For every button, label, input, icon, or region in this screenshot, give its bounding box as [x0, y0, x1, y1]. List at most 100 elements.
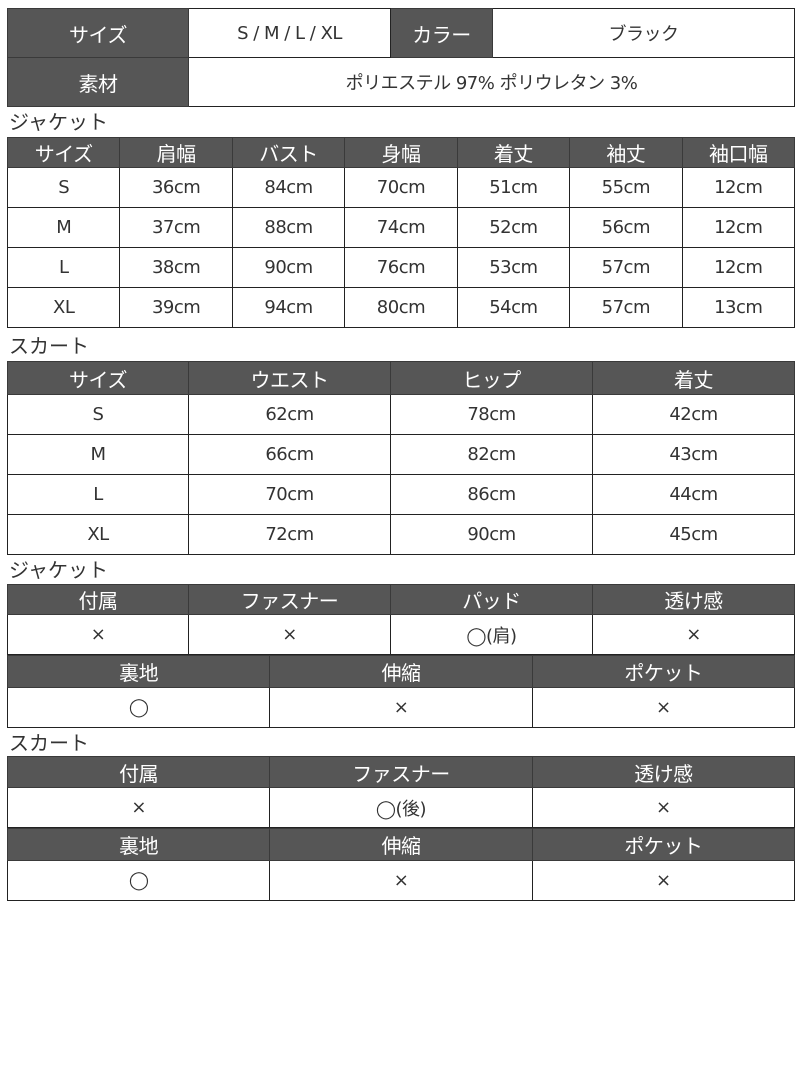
table-cell: S [6, 167, 121, 208]
size-label: サイズ [7, 8, 189, 58]
table-cell: 51cm [456, 167, 571, 208]
jacket-size-table: サイズ 肩幅 バスト 身幅 着丈 袖丈 袖口幅 S 36cm 84cm 70cm 51cm 55cm 12… [6, 137, 796, 328]
column-header: ヒップ [390, 361, 593, 395]
table-cell: L [6, 247, 121, 288]
table-cell: 38cm [119, 247, 233, 288]
table-cell: × [531, 687, 796, 728]
column-header: 伸縮 [269, 655, 533, 688]
column-header: 付属 [7, 584, 189, 615]
column-header: ウエスト [188, 361, 391, 395]
color-value: ブラック [492, 8, 795, 58]
table-row: M 37cm 88cm 74cm 52cm 56cm 12cm [6, 207, 796, 248]
table-row: L 70cm 86cm 44cm [7, 474, 795, 515]
table-cell: ◯(後) [269, 787, 533, 828]
table-cell: 76cm [344, 247, 458, 288]
header-row: 付属 ファスナー 透け感 [6, 756, 796, 788]
material-label: 素材 [7, 57, 189, 107]
table-cell: 54cm [456, 287, 571, 328]
table-cell: S [7, 394, 189, 435]
column-header: バスト [231, 137, 346, 168]
table-cell: 37cm [119, 207, 233, 248]
table-row: XL 72cm 90cm 45cm [7, 514, 795, 555]
table-cell: 53cm [456, 247, 571, 288]
column-header: サイズ [7, 361, 189, 395]
header-row: 裏地 伸縮 ポケット [6, 828, 796, 861]
table-cell: × [269, 687, 533, 728]
table-cell: ◯ [6, 687, 271, 728]
table-cell: 72cm [188, 514, 391, 555]
table-cell: 44cm [592, 474, 795, 515]
table-cell: XL [7, 514, 189, 555]
color-label: カラー [390, 8, 493, 58]
table-cell: 12cm [681, 247, 796, 288]
column-header: 着丈 [456, 137, 571, 168]
column-header: 肩幅 [119, 137, 233, 168]
table-cell: 55cm [569, 167, 683, 208]
table-cell: ◯(肩) [390, 614, 593, 655]
column-header: 透け感 [531, 756, 796, 788]
header-row: サイズ ウエスト ヒップ 着丈 [7, 361, 795, 395]
column-header: 透け感 [592, 584, 795, 615]
table-cell: × [7, 614, 189, 655]
jacket-attr-table-2: 裏地 伸縮 ポケット ◯ × × [6, 655, 796, 728]
column-header: ポケット [531, 828, 796, 861]
column-header: ファスナー [269, 756, 533, 788]
column-header: ポケット [531, 655, 796, 688]
jacket-attr-title: ジャケット [9, 558, 108, 582]
table-cell: 56cm [569, 207, 683, 248]
table-row: XL 39cm 94cm 80cm 54cm 57cm 13cm [6, 287, 796, 328]
column-header: 伸縮 [269, 828, 533, 861]
table-cell: 74cm [344, 207, 458, 248]
table-row: L 38cm 90cm 76cm 53cm 57cm 12cm [6, 247, 796, 288]
column-header: 着丈 [592, 361, 795, 395]
material-value: ポリエステル 97% ポリウレタン 3% [188, 57, 795, 107]
table-row: S 62cm 78cm 42cm [7, 394, 795, 435]
table-cell: 52cm [456, 207, 571, 248]
skirt-attr-table-1: 付属 ファスナー 透け感 × ◯(後) × [6, 756, 796, 828]
table-cell: 86cm [390, 474, 593, 515]
table-cell: M [7, 434, 189, 475]
table-cell: 90cm [390, 514, 593, 555]
table-cell: 57cm [569, 287, 683, 328]
table-cell: ◯ [6, 860, 271, 901]
header-row: 裏地 伸縮 ポケット [6, 655, 796, 688]
table-cell: × [531, 787, 796, 828]
table-cell: 82cm [390, 434, 593, 475]
table-cell: 84cm [231, 167, 346, 208]
table-row: S 36cm 84cm 70cm 51cm 55cm 12cm [6, 167, 796, 208]
skirt-attr-table-2: 裏地 伸縮 ポケット ◯ × × [6, 828, 796, 901]
table-cell: 62cm [188, 394, 391, 435]
table-row: × ◯(後) × [6, 787, 796, 828]
table-cell: 90cm [231, 247, 346, 288]
table-cell: × [269, 860, 533, 901]
summary-table: サイズ S / M / L / XL カラー ブラック 素材 ポリエステル 97… [7, 8, 795, 107]
table-cell: × [531, 860, 796, 901]
column-header: 袖丈 [569, 137, 683, 168]
table-cell: L [7, 474, 189, 515]
table-cell: M [6, 207, 121, 248]
column-header: ファスナー [188, 584, 391, 615]
column-header: 付属 [6, 756, 271, 788]
table-cell: 88cm [231, 207, 346, 248]
table-row: × × ◯(肩) × [7, 614, 795, 655]
table-cell: 45cm [592, 514, 795, 555]
table-row: M 66cm 82cm 43cm [7, 434, 795, 475]
table-cell: XL [6, 287, 121, 328]
table-cell: 36cm [119, 167, 233, 208]
table-cell: 57cm [569, 247, 683, 288]
table-cell: × [188, 614, 391, 655]
table-cell: 39cm [119, 287, 233, 328]
table-cell: 70cm [188, 474, 391, 515]
table-cell: 42cm [592, 394, 795, 435]
jacket-size-title: ジャケット [9, 110, 108, 134]
table-cell: 13cm [681, 287, 796, 328]
header-row: 付属 ファスナー パッド 透け感 [7, 584, 795, 615]
skirt-attr-title: スカート [9, 731, 89, 755]
table-row: ◯ × × [6, 860, 796, 901]
skirt-size-table: サイズ ウエスト ヒップ 着丈 S 62cm 78cm 42cm M 66cm 82cm 43cm L 7… [7, 361, 795, 555]
column-header: 裏地 [6, 655, 271, 688]
table-cell: 70cm [344, 167, 458, 208]
size-value: S / M / L / XL [188, 8, 391, 58]
column-header: サイズ [6, 137, 121, 168]
header-row: サイズ 肩幅 バスト 身幅 着丈 袖丈 袖口幅 [6, 137, 796, 168]
